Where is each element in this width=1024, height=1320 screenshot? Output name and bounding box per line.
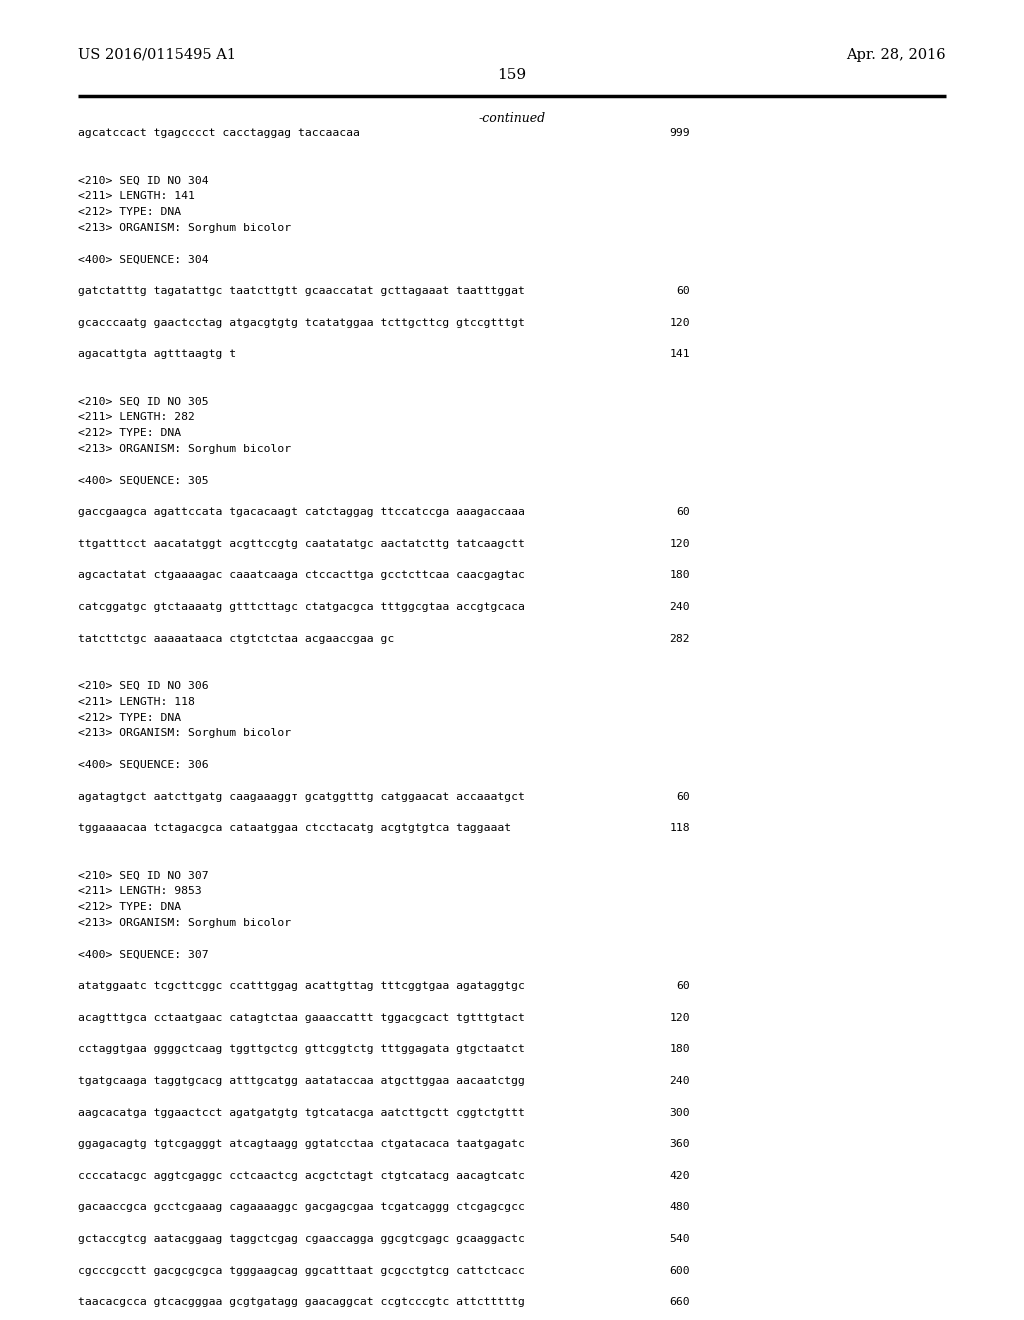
Text: ttgatttcct aacatatggt acgttccgtg caatatatgc aactatcttg tatcaagctt: ttgatttcct aacatatggt acgttccgtg caatata… [78, 539, 525, 549]
Text: gatctatttg tagatattgc taatcttgtt gcaaccatat gcttagaaat taatttggat: gatctatttg tagatattgc taatcttgtt gcaacca… [78, 286, 525, 296]
Text: 999: 999 [670, 128, 690, 139]
Text: taacacgcca gtcacgggaa gcgtgatagg gaacaggcat ccgtcccgtc attctttttg: taacacgcca gtcacgggaa gcgtgatagg gaacagg… [78, 1298, 525, 1307]
Text: Apr. 28, 2016: Apr. 28, 2016 [847, 48, 946, 62]
Text: agatagtgct aatcttgatg caagaaaggт gcatggtttg catggaacat accaaatgct: agatagtgct aatcttgatg caagaaaggт gcatggt… [78, 792, 525, 801]
Text: 480: 480 [670, 1203, 690, 1212]
Text: 60: 60 [676, 981, 690, 991]
Text: <213> ORGANISM: Sorghum bicolor: <213> ORGANISM: Sorghum bicolor [78, 729, 291, 738]
Text: 120: 120 [670, 318, 690, 327]
Text: <213> ORGANISM: Sorghum bicolor: <213> ORGANISM: Sorghum bicolor [78, 444, 291, 454]
Text: 240: 240 [670, 602, 690, 612]
Text: <211> LENGTH: 141: <211> LENGTH: 141 [78, 191, 195, 201]
Text: agacattgta agtttaagtg t: agacattgta agtttaagtg t [78, 350, 237, 359]
Text: <213> ORGANISM: Sorghum bicolor: <213> ORGANISM: Sorghum bicolor [78, 223, 291, 232]
Text: tggaaaacaa tctagacgca cataatggaa ctcctacatg acgtgtgtca taggaaat: tggaaaacaa tctagacgca cataatggaa ctcctac… [78, 824, 511, 833]
Text: <210> SEQ ID NO 307: <210> SEQ ID NO 307 [78, 871, 209, 880]
Text: ccccatacgc aggtcgaggc cctcaactcg acgctctagt ctgtcatacg aacagtcatc: ccccatacgc aggtcgaggc cctcaactcg acgctct… [78, 1171, 525, 1181]
Text: <210> SEQ ID NO 305: <210> SEQ ID NO 305 [78, 396, 209, 407]
Text: acagtttgca cctaatgaac catagtctaa gaaaccattt tggacgcact tgtttgtact: acagtttgca cctaatgaac catagtctaa gaaacca… [78, 1012, 525, 1023]
Text: 120: 120 [670, 539, 690, 549]
Text: tgatgcaaga taggtgcacg atttgcatgg aatataccaa atgcttggaa aacaatctgg: tgatgcaaga taggtgcacg atttgcatgg aatatac… [78, 1076, 525, 1086]
Text: <400> SEQUENCE: 307: <400> SEQUENCE: 307 [78, 949, 209, 960]
Text: <212> TYPE: DNA: <212> TYPE: DNA [78, 207, 181, 216]
Text: <400> SEQUENCE: 304: <400> SEQUENCE: 304 [78, 255, 209, 264]
Text: 300: 300 [670, 1107, 690, 1118]
Text: -continued: -continued [478, 112, 546, 125]
Text: <211> LENGTH: 118: <211> LENGTH: 118 [78, 697, 195, 706]
Text: <212> TYPE: DNA: <212> TYPE: DNA [78, 713, 181, 722]
Text: cctaggtgaa ggggctcaag tggttgctcg gttcggtctg tttggagata gtgctaatct: cctaggtgaa ggggctcaag tggttgctcg gttcggt… [78, 1044, 525, 1055]
Text: <400> SEQUENCE: 306: <400> SEQUENCE: 306 [78, 760, 209, 770]
Text: gaccgaagca agattccata tgacacaagt catctaggag ttccatccga aaagaccaaa: gaccgaagca agattccata tgacacaagt catctag… [78, 507, 525, 517]
Text: 159: 159 [498, 69, 526, 82]
Text: <212> TYPE: DNA: <212> TYPE: DNA [78, 428, 181, 438]
Text: 420: 420 [670, 1171, 690, 1181]
Text: gacaaccgca gcctcgaaag cagaaaaggc gacgagcgaa tcgatcaggg ctcgagcgcc: gacaaccgca gcctcgaaag cagaaaaggc gacgagc… [78, 1203, 525, 1212]
Text: catcggatgc gtctaaaatg gtttcttagc ctatgacgca tttggcgtaa accgtgcaca: catcggatgc gtctaaaatg gtttcttagc ctatgac… [78, 602, 525, 612]
Text: <211> LENGTH: 282: <211> LENGTH: 282 [78, 412, 195, 422]
Text: atatggaatc tcgcttcggc ccatttggag acattgttag tttcggtgaa agataggtgc: atatggaatc tcgcttcggc ccatttggag acattgt… [78, 981, 525, 991]
Text: cgcccgcctt gacgcgcgca tgggaagcag ggcatttaat gcgcctgtcg cattctcacc: cgcccgcctt gacgcgcgca tgggaagcag ggcattt… [78, 1266, 525, 1275]
Text: ggagacagtg tgtcgagggt atcagtaagg ggtatcctaa ctgatacaca taatgagatc: ggagacagtg tgtcgagggt atcagtaagg ggtatcc… [78, 1139, 525, 1150]
Text: 180: 180 [670, 570, 690, 581]
Text: <213> ORGANISM: Sorghum bicolor: <213> ORGANISM: Sorghum bicolor [78, 917, 291, 928]
Text: 60: 60 [676, 507, 690, 517]
Text: <210> SEQ ID NO 304: <210> SEQ ID NO 304 [78, 176, 209, 185]
Text: US 2016/0115495 A1: US 2016/0115495 A1 [78, 48, 236, 62]
Text: gcacccaatg gaactcctag atgacgtgtg tcatatggaa tcttgcttcg gtccgtttgt: gcacccaatg gaactcctag atgacgtgtg tcatatg… [78, 318, 525, 327]
Text: <210> SEQ ID NO 306: <210> SEQ ID NO 306 [78, 681, 209, 690]
Text: <400> SEQUENCE: 305: <400> SEQUENCE: 305 [78, 475, 209, 486]
Text: 240: 240 [670, 1076, 690, 1086]
Text: 660: 660 [670, 1298, 690, 1307]
Text: <212> TYPE: DNA: <212> TYPE: DNA [78, 902, 181, 912]
Text: 360: 360 [670, 1139, 690, 1150]
Text: agcatccact tgagcccct cacctaggag taccaacaa: agcatccact tgagcccct cacctaggag taccaaca… [78, 128, 359, 139]
Text: 600: 600 [670, 1266, 690, 1275]
Text: 60: 60 [676, 792, 690, 801]
Text: 180: 180 [670, 1044, 690, 1055]
Text: 540: 540 [670, 1234, 690, 1243]
Text: 120: 120 [670, 1012, 690, 1023]
Text: 118: 118 [670, 824, 690, 833]
Text: aagcacatga tggaactcct agatgatgtg tgtcatacga aatcttgctt cggtctgttt: aagcacatga tggaactcct agatgatgtg tgtcata… [78, 1107, 525, 1118]
Text: 141: 141 [670, 350, 690, 359]
Text: <211> LENGTH: 9853: <211> LENGTH: 9853 [78, 887, 202, 896]
Text: 282: 282 [670, 634, 690, 644]
Text: 60: 60 [676, 286, 690, 296]
Text: tatcttctgc aaaaataaca ctgtctctaa acgaaccgaa gc: tatcttctgc aaaaataaca ctgtctctaa acgaacc… [78, 634, 394, 644]
Text: gctaccgtcg aatacggaag taggctcgag cgaaccagga ggcgtcgagc gcaaggactc: gctaccgtcg aatacggaag taggctcgag cgaacca… [78, 1234, 525, 1243]
Text: agcactatat ctgaaaagac caaatcaaga ctccacttga gcctcttcaa caacgagtac: agcactatat ctgaaaagac caaatcaaga ctccact… [78, 570, 525, 581]
